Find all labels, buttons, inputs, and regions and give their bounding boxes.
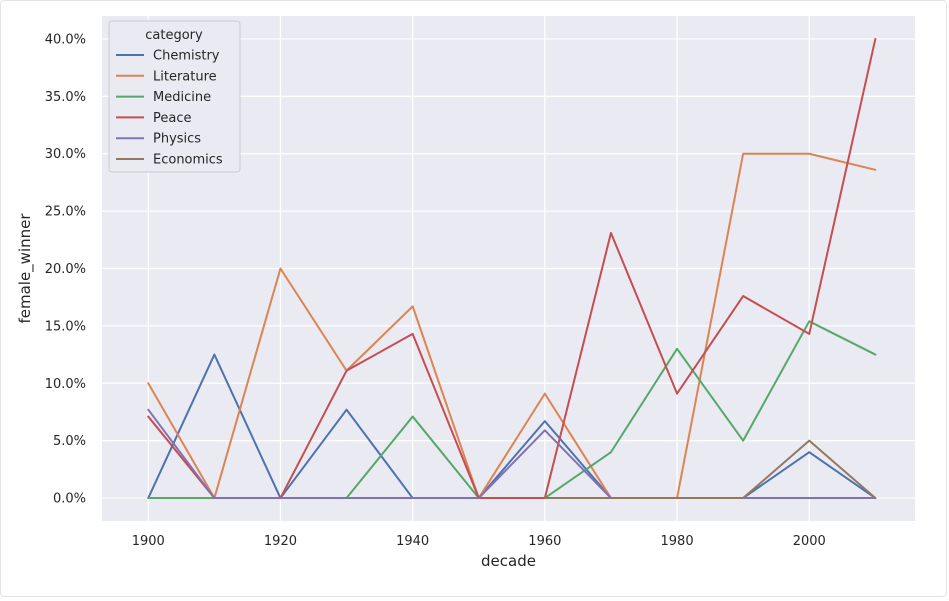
y-axis-ticks: 0.0% 5.0% 10.0% 15.0% 20.0% 25.0% 30.0% 35.0% 40… <box>45 32 86 506</box>
legend-items: Chemistry Literature Medicine Peace Physics E… <box>116 49 223 168</box>
y-tick-label: 25.0% <box>45 205 86 220</box>
y-tick-label: 5.0% <box>53 434 86 449</box>
legend-label-economics: Economics <box>153 153 223 168</box>
y-tick-label: 30.0% <box>45 147 86 162</box>
legend-label-chemistry: Chemistry <box>153 49 220 64</box>
series-line-economics <box>543 439 877 500</box>
y-tick-label: 15.0% <box>45 319 86 334</box>
x-axis-title: decade <box>481 552 536 570</box>
y-tick-label: 35.0% <box>45 90 86 105</box>
x-tick-label: 1920 <box>264 534 297 549</box>
legend-label-peace: Peace <box>153 111 192 126</box>
legend-box <box>108 20 241 173</box>
series-line-literature <box>147 152 877 500</box>
x-tick-label: 1900 <box>132 534 165 549</box>
legend-label-literature: Literature <box>153 69 217 84</box>
x-tick-label: 1940 <box>396 534 429 549</box>
y-tick-label: 40.0% <box>45 32 86 47</box>
series-line-chemistry <box>147 353 877 500</box>
y-axis-title: female_winner <box>16 213 35 324</box>
legend: category Chemistry Literature Medicine Peac… <box>108 20 241 173</box>
x-tick-label: 1980 <box>661 534 694 549</box>
series-line-physics <box>147 408 877 500</box>
legend-title: category <box>145 28 203 43</box>
series-lines <box>147 37 877 500</box>
grid-lines <box>102 16 915 521</box>
legend-label-medicine: Medicine <box>153 90 211 105</box>
y-tick-label: 10.0% <box>45 377 86 392</box>
y-tick-label: 20.0% <box>45 262 86 277</box>
y-tick-label: 0.0% <box>53 492 86 507</box>
x-axis-ticks: 1900 1920 1940 1960 1980 2000 <box>132 534 826 549</box>
x-tick-label: 2000 <box>793 534 826 549</box>
legend-label-physics: Physics <box>153 132 201 147</box>
x-tick-label: 1960 <box>528 534 561 549</box>
